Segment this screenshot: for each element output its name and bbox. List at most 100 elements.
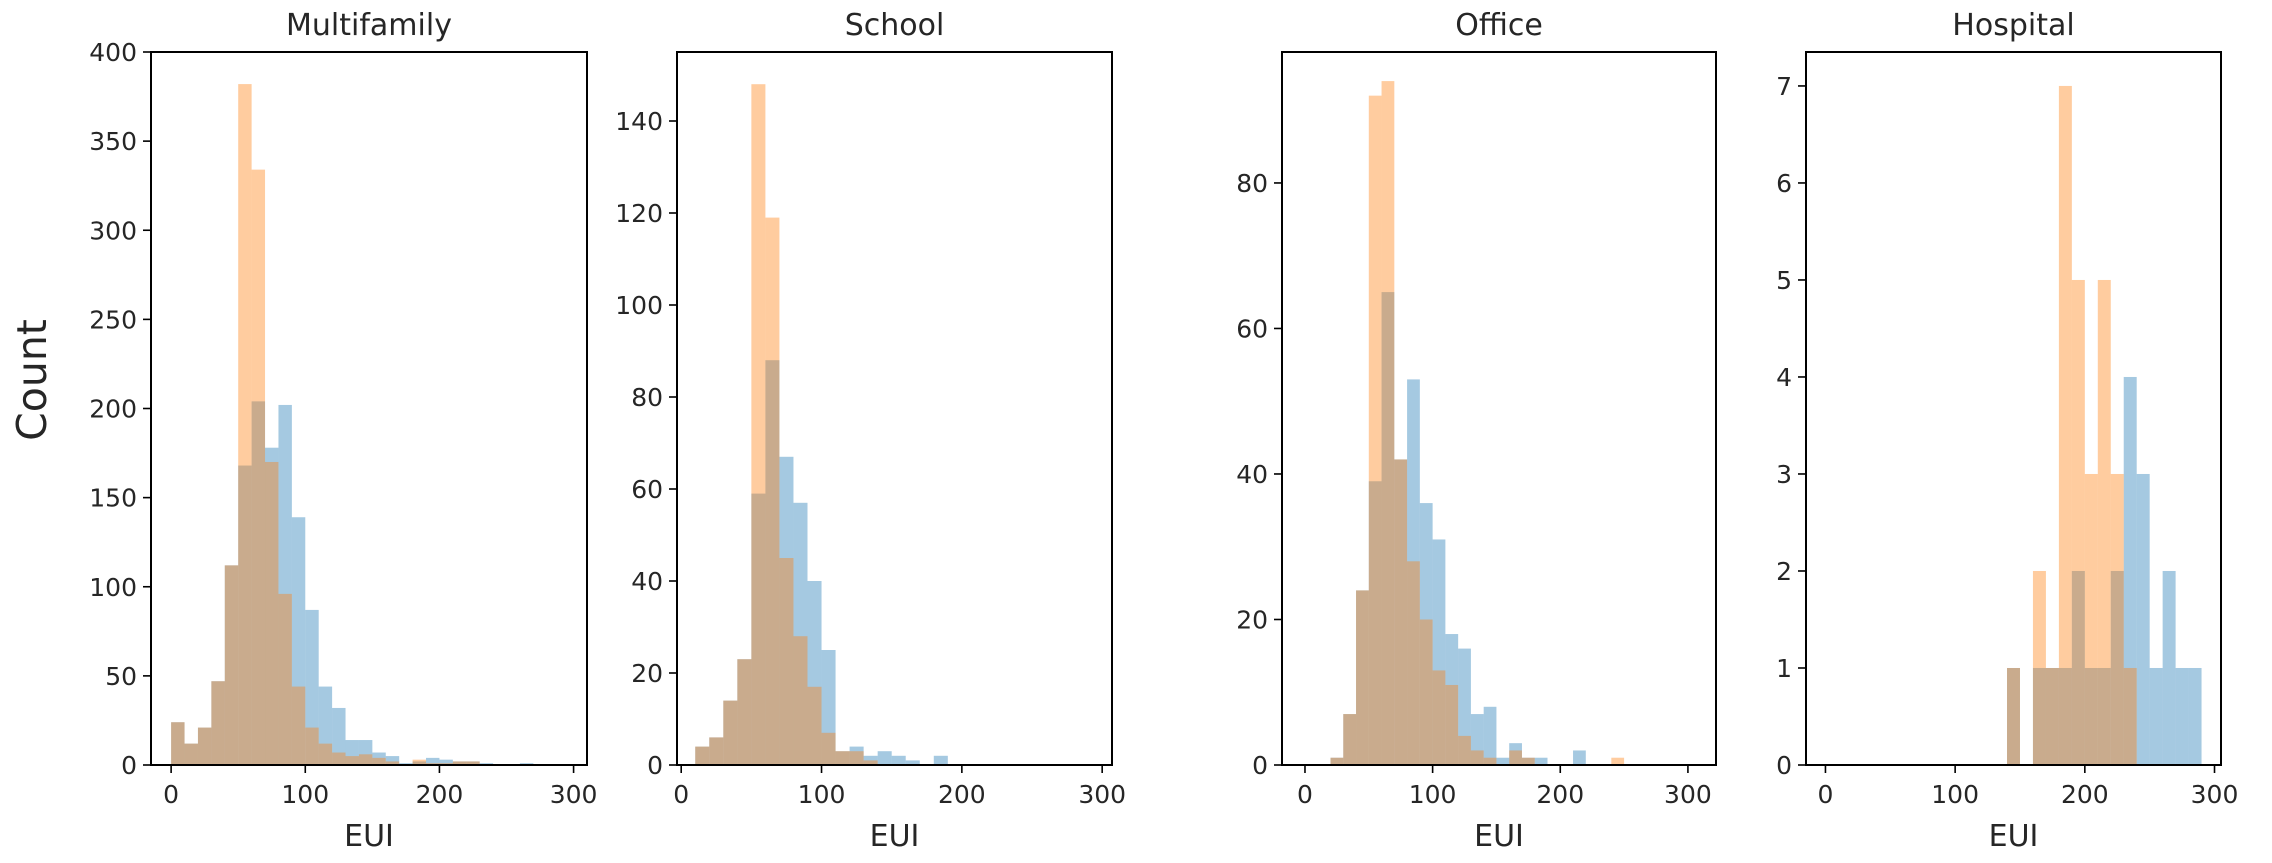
- histogram-bar-blue: [2084, 667, 2098, 765]
- histogram-bar-orange: [171, 722, 185, 765]
- histogram-bar-orange: [723, 700, 738, 765]
- x-axis-label: EUI: [1474, 819, 1524, 854]
- histogram-bar-blue: [793, 502, 808, 765]
- x-axis-label: EUI: [1989, 819, 2039, 854]
- histogram-bar-blue: [238, 465, 252, 765]
- histogram-bar-blue: [821, 650, 836, 765]
- panel-2: 0 100 200 300 0 20 40 60 80 Office EUI: [1236, 8, 1717, 854]
- histogram-bar-orange: [1394, 459, 1408, 765]
- y-tick-label: 250: [89, 305, 137, 334]
- x-tick-label: 200: [1536, 780, 1584, 809]
- histogram-bar-orange: [265, 461, 279, 765]
- y-tick-label: 300: [89, 216, 137, 245]
- y-tick-label: 0: [647, 751, 663, 780]
- histogram-bar-blue: [2149, 667, 2163, 765]
- histogram-bar-orange: [2123, 667, 2137, 765]
- y-tick-label: 100: [89, 573, 137, 602]
- histogram-bar-orange: [2007, 667, 2020, 765]
- histogram-bar-orange: [224, 565, 239, 765]
- histogram-bar-orange: [765, 217, 780, 766]
- histogram-bar-orange: [318, 743, 333, 765]
- histogram-bar-orange: [709, 737, 724, 765]
- histogram-bar-orange: [863, 760, 878, 765]
- histogram-bar-orange: [793, 636, 808, 765]
- chart-panels: 0 100 200 300050100150200250300350400Multif…: [89, 8, 2238, 854]
- histogram-bar-orange: [751, 84, 766, 765]
- histogram-bar-blue: [358, 740, 373, 765]
- histogram-bar-blue: [1521, 757, 1535, 765]
- histogram-bar-blue: [1432, 539, 1446, 765]
- histogram-bar-blue: [2188, 667, 2202, 765]
- panel-title: School: [845, 8, 945, 43]
- histogram-bar-blue: [1330, 757, 1344, 765]
- histogram-bar-orange: [1611, 757, 1625, 765]
- y-tick-label: 0: [1776, 751, 1792, 780]
- histogram-bar-blue: [737, 659, 752, 765]
- histogram-bar-blue: [305, 609, 319, 765]
- histogram-bar-orange: [1368, 95, 1382, 765]
- histogram-bar-blue: [2123, 376, 2137, 765]
- y-tick-label: 60: [631, 475, 663, 504]
- histogram-bar-blue: [372, 752, 386, 765]
- histogram-bar-orange: [332, 752, 346, 765]
- y-tick-label: 7: [1776, 72, 1792, 101]
- panel-0: 0 100 200 300 0 50 100 150 200 250 300 350 400 Multif…: [89, 8, 597, 854]
- histogram-bar-orange: [1419, 619, 1433, 765]
- histogram-bar-blue: [765, 360, 780, 765]
- x-tick-label: 300: [1078, 780, 1126, 809]
- histogram-bar-blue: [1343, 714, 1357, 765]
- y-tick-label: 0: [1252, 751, 1268, 780]
- x-axis-label: EUI: [344, 819, 394, 854]
- histogram-bar-orange: [2110, 473, 2124, 765]
- histogram-bar-blue: [412, 761, 427, 765]
- x-tick-label: 100: [1931, 780, 1979, 809]
- histogram-bar-orange: [1407, 561, 1420, 765]
- histogram-bar-blue: [171, 722, 185, 765]
- histogram-bar-orange: [1509, 750, 1522, 765]
- histogram-bar-orange: [807, 686, 822, 765]
- y-tick-label: 50: [105, 662, 137, 691]
- histogram-bar-orange: [849, 751, 864, 765]
- histogram-bar-blue: [695, 746, 710, 765]
- histogram-bar-orange: [372, 757, 386, 765]
- histogram-bar-blue: [184, 743, 198, 765]
- histogram-bar-blue: [2058, 667, 2072, 765]
- x-tick-label: 200: [2061, 780, 2109, 809]
- histogram-bars: [695, 84, 948, 766]
- histogram-bar-orange: [278, 593, 292, 765]
- y-tick-label: 350: [89, 127, 137, 156]
- x-tick-label: 100: [798, 780, 846, 809]
- histogram-bar-blue: [466, 761, 480, 765]
- x-tick-label: 0: [673, 780, 689, 809]
- y-tick-label: 400: [89, 38, 137, 67]
- y-tick-label: 200: [89, 395, 137, 424]
- histogram-bar-blue: [779, 456, 794, 765]
- histogram-bar-orange: [1470, 750, 1484, 765]
- figure-ylabel: Count: [8, 319, 56, 441]
- histogram-bar-orange: [452, 761, 467, 765]
- x-tick-label: 100: [281, 780, 329, 809]
- histogram-bars: [1330, 81, 1625, 766]
- axes-frame: [150, 51, 588, 766]
- histogram-bar-orange: [385, 761, 400, 765]
- y-tick-label: 20: [1236, 605, 1268, 634]
- y-tick-label: 0: [121, 751, 137, 780]
- histogram-bar-orange: [2058, 85, 2072, 765]
- histogram-bar-orange: [737, 659, 752, 765]
- histogram-bar-blue: [2071, 570, 2085, 765]
- histogram-bar-orange: [1356, 590, 1369, 765]
- histogram-bar-blue: [1470, 714, 1484, 765]
- histogram-bar-blue: [197, 727, 212, 765]
- histogram-bar-blue: [1394, 459, 1408, 765]
- histogram-bar-blue: [2007, 667, 2020, 765]
- histogram-bar-orange: [1330, 757, 1344, 765]
- histogram-bar-orange: [211, 681, 225, 765]
- histogram-bar-blue: [278, 404, 292, 765]
- panel-title: Multifamily: [286, 8, 452, 43]
- histogram-bar-blue: [933, 755, 948, 765]
- histogram-bar-orange: [238, 84, 252, 766]
- y-tick-label: 1: [1776, 654, 1792, 683]
- y-tick-label: 80: [1236, 169, 1268, 198]
- histogram-bar-blue: [2032, 667, 2046, 765]
